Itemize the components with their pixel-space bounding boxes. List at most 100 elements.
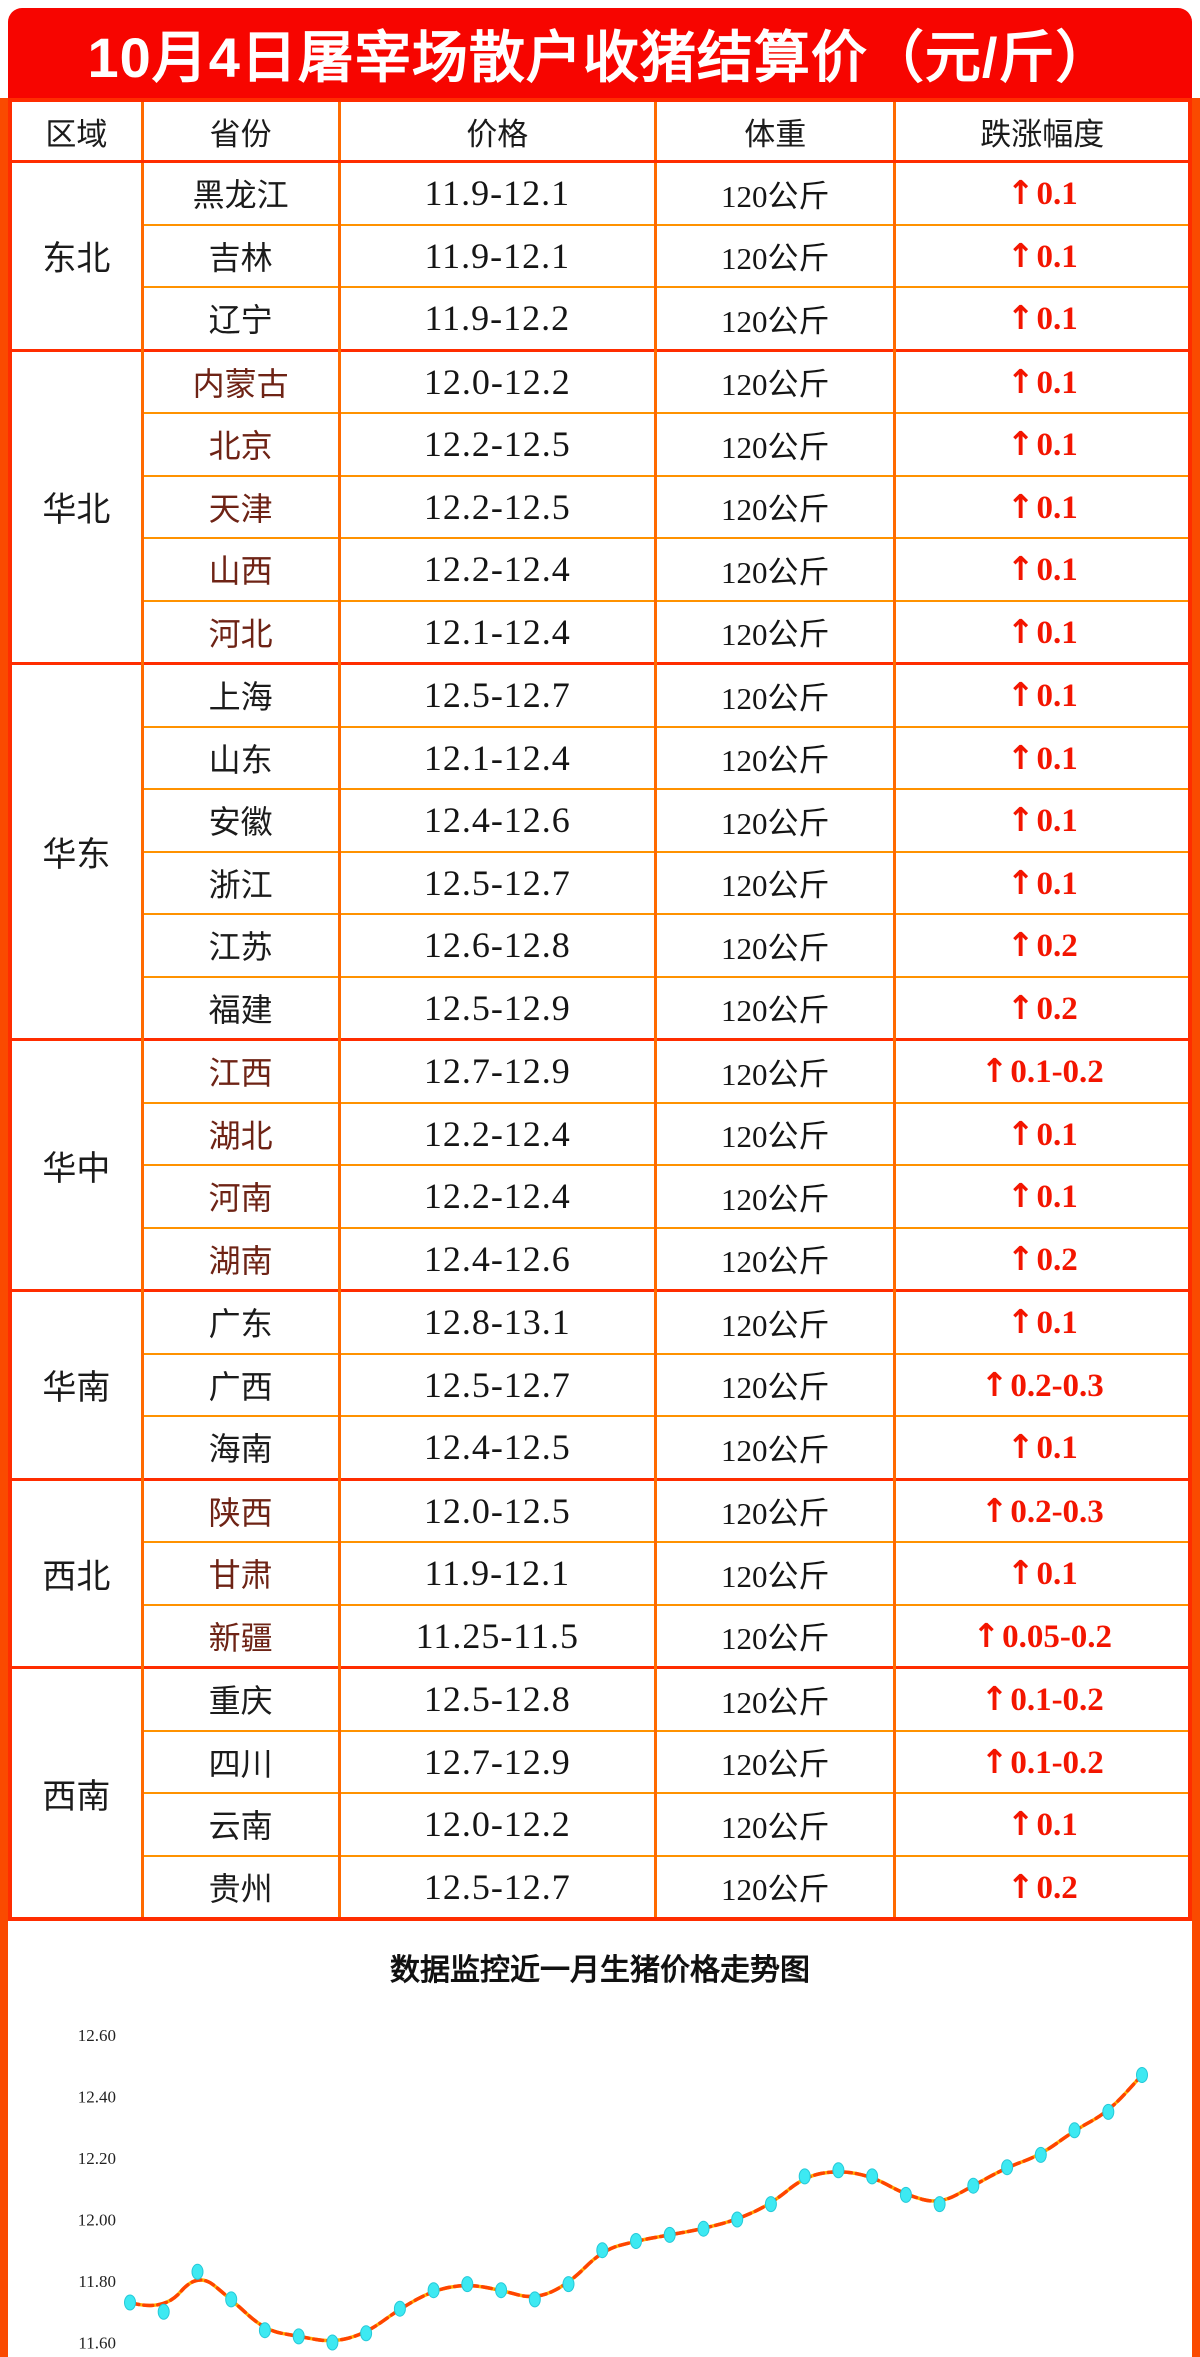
data-point-marker [225,2291,238,2308]
price-trend-line [128,2073,1144,2343]
table-row: 西南 重庆 12.5-12.8 120公斤 ↑0.1-0.2 [8,1666,1192,1920]
table-row: 北京 12.2-12.5 120公斤 ↑0.1 [10,412,1192,477]
change-cell: ↑0.1 [893,725,1192,790]
change-cell: ↑0.1 [893,286,1192,351]
up-arrow-icon: ↑ [1006,737,1035,777]
price-cell: 12.2-12.5 [337,474,657,539]
up-arrow-icon: ↑ [1006,611,1035,651]
change-value: 0.1-0.2 [1010,1054,1104,1091]
weight-cell: 120公斤 [653,1603,897,1669]
change-cell: ↑0.1 [893,1415,1192,1480]
page-title: 10月4日屠宰场散户收猪结算价（元/斤） [87,25,1113,89]
data-point-marker [866,2168,879,2185]
data-point-marker [461,2276,474,2293]
up-arrow-icon: ↑ [1006,1238,1035,1278]
table-row: 湖北 12.2-12.4 120公斤 ↑0.1 [10,1101,1192,1166]
province-cell: 湖南 [140,1226,341,1292]
change-cell: ↑0.1 [893,474,1192,539]
title-banner: 10月4日屠宰场散户收猪结算价（元/斤） [8,8,1192,98]
weight-cell: 120公斤 [653,1289,897,1355]
data-point-marker [697,2220,710,2237]
change-value: 0.1-0.2 [1010,1744,1104,1781]
price-cell: 12.5-12.7 [337,1854,657,1920]
weight-cell: 120公斤 [653,1164,897,1229]
price-cell: 12.1-12.4 [337,599,657,665]
weight-cell: 120公斤 [653,1477,897,1543]
change-value: 0.1-0.2 [1010,1682,1104,1719]
change-value: 0.1 [1036,1807,1078,1844]
change-value: 0.1 [1036,1556,1078,1593]
table-row: 东北 黑龙江 11.9-12.1 120公斤 ↑0.1 [8,160,1192,351]
up-arrow-icon: ↑ [980,1364,1009,1404]
region-cell: 华东 [8,662,144,1041]
data-point-marker [630,2233,642,2249]
data-point-marker [258,2322,271,2339]
up-arrow-icon: ↑ [1006,1302,1035,1342]
y-axis-tick: 11.60 [78,2334,116,2353]
province-cell: 四川 [140,1729,341,1794]
change-value: 0.1 [1036,1116,1078,1153]
weight-cell: 120公斤 [653,1854,897,1920]
change-cell: ↑0.2 [893,1226,1192,1292]
table-row: 海南 12.4-12.5 120公斤 ↑0.1 [10,1415,1192,1480]
weight-cell: 120公斤 [653,1352,897,1417]
data-point-marker [427,2282,440,2299]
price-cell: 12.5-12.9 [337,975,657,1041]
change-cell: ↑0.1 [893,788,1192,853]
weight-cell: 120公斤 [653,160,897,226]
price-cell: 12.0-12.2 [337,1792,657,1857]
province-cell: 内蒙古 [140,348,341,414]
header-change: 跌涨幅度 [893,98,1192,163]
table-row: 甘肃 11.9-12.1 120公斤 ↑0.1 [10,1541,1192,1606]
province-cell: 北京 [140,412,341,477]
up-arrow-icon: ↑ [1006,361,1035,401]
weight-cell: 120公斤 [653,599,897,665]
change-cell: ↑0.2-0.3 [893,1352,1192,1417]
change-value: 0.1 [1036,427,1078,464]
change-cell: ↑0.1 [893,537,1192,602]
y-axis-tick: 12.00 [78,2211,116,2230]
change-value: 0.2-0.3 [1010,1367,1104,1404]
change-cell: ↑0.1 [893,1792,1192,1857]
weight-cell: 120公斤 [653,662,897,728]
price-cell: 12.4-12.5 [337,1415,657,1480]
change-value: 0.1 [1036,803,1078,840]
change-cell: ↑0.05-0.2 [893,1603,1192,1669]
change-value: 0.1 [1036,301,1078,338]
data-point-marker [663,2226,676,2243]
province-cell: 陕西 [140,1477,341,1543]
weight-cell: 120公斤 [653,1101,897,1166]
province-cell: 山东 [140,725,341,790]
province-cell: 河北 [140,599,341,665]
header-weight: 体重 [653,98,897,163]
change-value: 0.2 [1036,928,1078,965]
weight-cell: 120公斤 [653,286,897,351]
change-cell: ↑0.1-0.2 [893,1729,1192,1794]
table-row: 福建 12.5-12.9 120公斤 ↑0.2 [10,975,1192,1041]
data-point-marker [798,2168,811,2185]
up-arrow-icon: ↑ [1006,173,1035,213]
region-cell: 华中 [8,1038,144,1292]
change-cell: ↑0.1 [893,1164,1192,1229]
province-cell: 广西 [140,1352,341,1417]
y-axis-tick: 11.80 [78,2272,116,2291]
change-cell: ↑0.2 [893,975,1192,1041]
change-value: 0.1 [1036,1179,1078,1216]
up-arrow-icon: ↑ [1006,1804,1035,1844]
y-axis-tick: 12.40 [78,2088,116,2107]
region-cell: 西北 [8,1477,144,1669]
y-axis-tick: 12.20 [78,2149,116,2168]
table-row: 辽宁 11.9-12.2 120公斤 ↑0.1 [10,286,1192,351]
table-row: 河南 12.2-12.4 120公斤 ↑0.1 [10,1164,1192,1229]
change-value: 0.1 [1036,238,1078,275]
province-cell: 吉林 [140,223,341,288]
change-value: 0.1 [1036,740,1078,777]
price-cell: 12.4-12.6 [337,788,657,853]
data-point-marker [832,2162,845,2179]
up-arrow-icon: ↑ [980,1490,1009,1530]
province-cell: 山西 [140,537,341,602]
price-cell: 12.2-12.4 [337,1101,657,1166]
table-row: 云南 12.0-12.2 120公斤 ↑0.1 [10,1792,1192,1857]
data-point-marker [393,2300,406,2317]
change-value: 0.1 [1036,552,1078,589]
